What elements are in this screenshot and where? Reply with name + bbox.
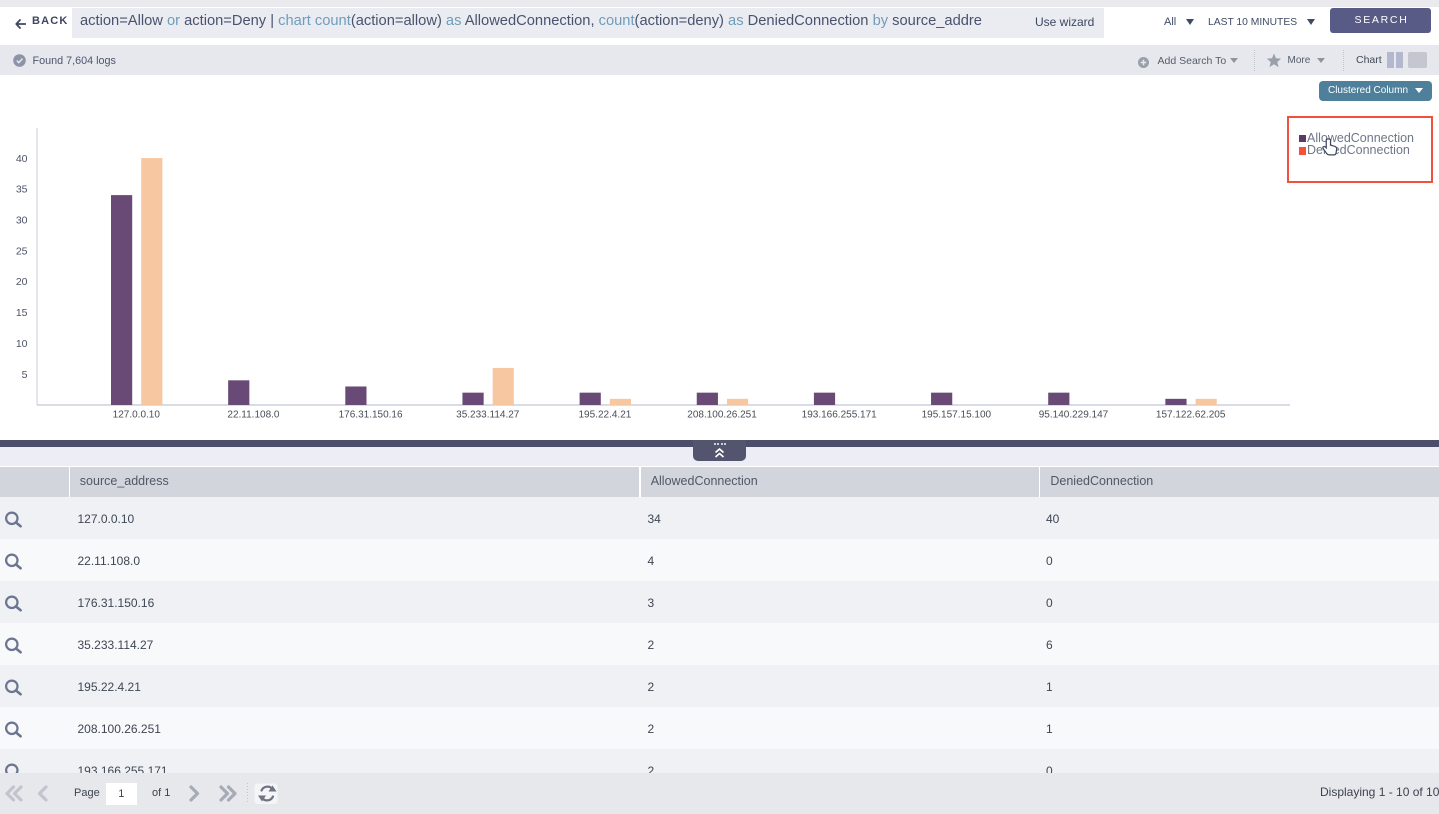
svg-text:5: 5 — [22, 369, 28, 381]
svg-text:208.100.26.251: 208.100.26.251 — [687, 410, 757, 421]
svg-text:20: 20 — [16, 276, 28, 288]
svg-text:127.0.0.10: 127.0.0.10 — [113, 410, 161, 421]
svg-text:176.31.150.16: 176.31.150.16 — [339, 410, 403, 421]
svg-text:10: 10 — [16, 338, 28, 350]
svg-text:30: 30 — [16, 215, 28, 227]
svg-text:195.22.4.21: 195.22.4.21 — [578, 410, 631, 421]
svg-text:35.233.114.27: 35.233.114.27 — [456, 410, 520, 421]
svg-text:195.157.15.100: 195.157.15.100 — [922, 410, 992, 421]
svg-text:95.140.229.147: 95.140.229.147 — [1039, 410, 1109, 421]
svg-text:35: 35 — [16, 184, 28, 196]
svg-text:157.122.62.205: 157.122.62.205 — [1156, 410, 1226, 421]
svg-text:15: 15 — [16, 307, 28, 319]
svg-text:22.11.108.0: 22.11.108.0 — [227, 410, 280, 421]
svg-text:25: 25 — [16, 245, 28, 257]
svg-text:40: 40 — [16, 153, 28, 165]
svg-text:193.166.255.171: 193.166.255.171 — [802, 410, 878, 421]
